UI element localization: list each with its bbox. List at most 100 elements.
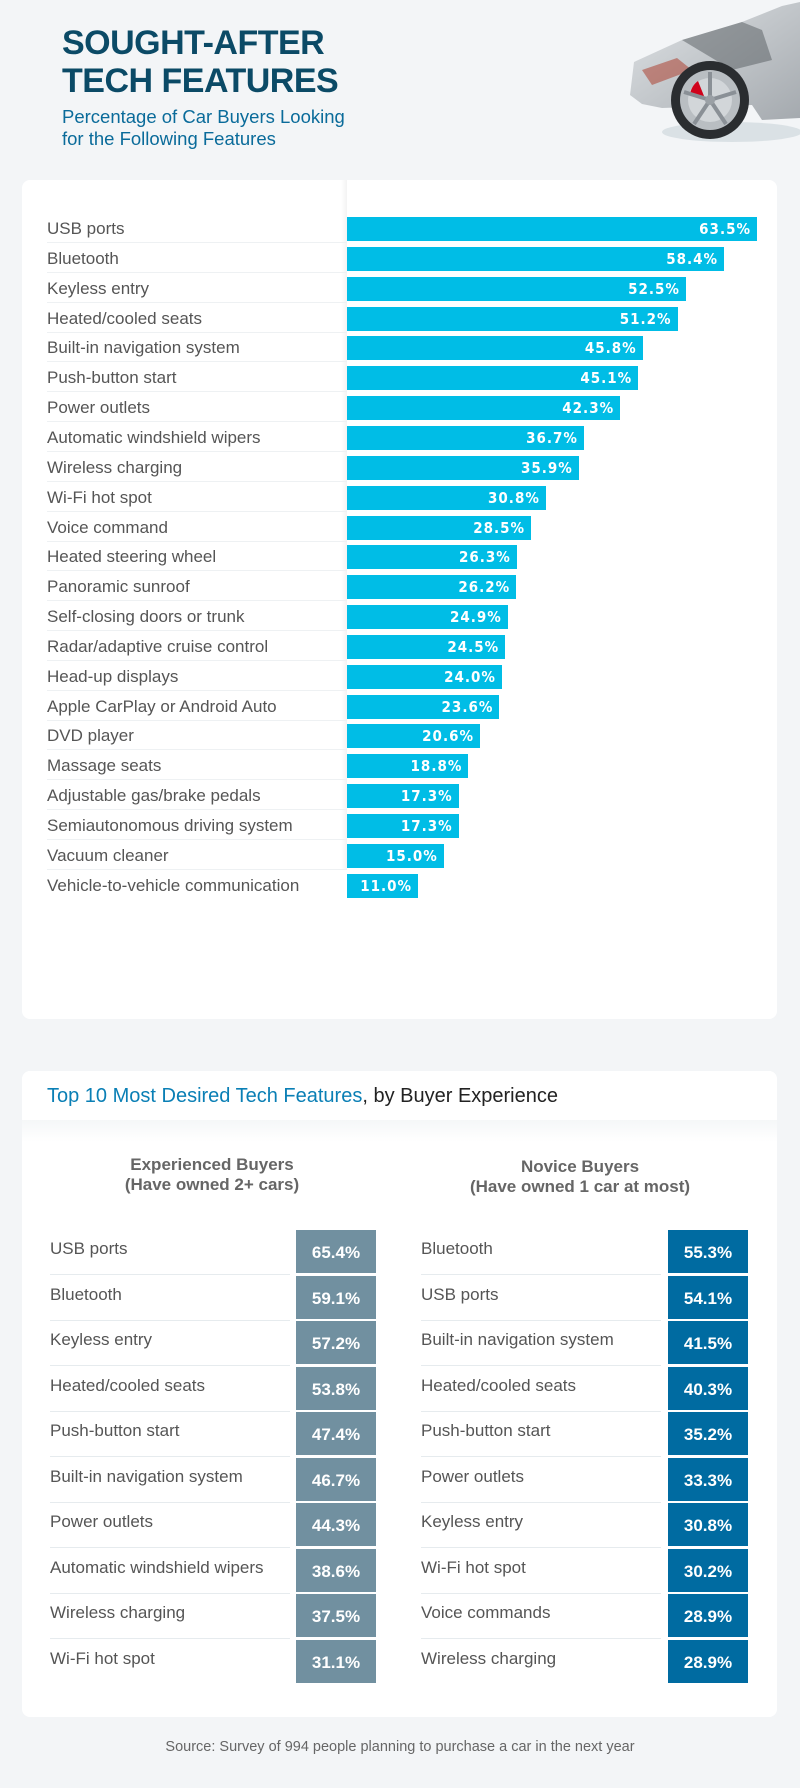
bar-value-label: 45.1% [580,369,633,388]
value-cell: 30.2% [668,1548,748,1592]
section-title-rest: , by Buyer Experience [362,1085,558,1107]
table-row: Power outlets 44.3% [50,1503,376,1548]
feature-label: Power outlets [421,1466,524,1486]
bar-row: Built-in navigation system 45.8% [22,332,777,366]
bar: 26.2% [347,575,517,600]
row-divider [47,301,347,303]
bar: 20.6% [347,724,480,749]
row-divider [47,391,347,393]
row-divider [47,331,347,333]
title-line-2: TECH FEATURES [62,62,339,100]
bar-value-label: 20.6% [422,727,474,746]
bar: 30.8% [347,485,546,510]
bar: 17.3% [347,784,459,809]
section-header: Top 10 Most Desired Tech Features, by Bu… [22,1071,777,1120]
bar-value-label: 24.0% [444,667,496,686]
row-divider [47,600,347,602]
bar-row: Automatic windshield wipers 36.7% [22,422,777,456]
bar-row: Heated steering wheel 26.3% [22,541,777,575]
feature-label: USB ports [50,1239,128,1258]
value-cell: 53.8% [296,1366,376,1410]
value-cell: 31.1% [296,1639,376,1683]
bar: 45.8% [347,336,643,361]
row-divider [47,659,347,661]
table-row: Keyless entry 57.2% [50,1321,376,1366]
row-divider [47,540,347,542]
value-cell: 65.4% [296,1230,376,1273]
value-cell: 57.2% [296,1321,376,1364]
section-title: Top 10 Most Desired Tech Features, by Bu… [47,1085,558,1108]
row-divider [50,1365,290,1366]
row-divider [421,1456,661,1457]
value-cell: 46.7% [296,1457,376,1501]
feature-label: Voice commands [421,1603,551,1622]
bar-label: Wi-Fi hot spot [47,487,152,507]
bar-row: Voice command 28.5% [22,512,777,546]
bar-label: Self-closing doors or trunk [47,607,245,627]
row-divider [421,1501,661,1503]
value-cell: 38.6% [296,1548,376,1592]
value-cell: 37.5% [296,1594,376,1637]
value-cell: 41.5% [668,1321,748,1364]
row-divider [47,510,347,512]
experienced-buyers-title: Experienced Buyers [130,1155,294,1174]
row-divider [47,689,347,691]
source-note: Source: Survey of 994 people planning to… [165,1739,635,1755]
bar-value-label: 35.9% [520,458,573,477]
novice-buyers-title: Novice Buyers [520,1157,640,1176]
row-divider [47,421,347,423]
novice-buyers-note: (Have owned 1 car at most) [469,1177,691,1196]
row-divider [47,809,347,811]
table-row: Wireless charging 28.9% [421,1639,748,1683]
bar: 51.2% [347,306,678,331]
bar-label: Head-up displays [47,666,179,686]
table-row: Built-in navigation system 46.7% [50,1457,376,1503]
bar-label: Keyless entry [47,278,150,298]
row-divider [47,361,347,363]
bar-value-label: 45.8% [584,339,637,358]
value-cell: 28.9% [668,1594,748,1637]
row-divider [421,1365,661,1366]
value-cell: 35.2% [668,1412,748,1455]
table-row: Wi-Fi hot spot 30.2% [421,1548,748,1594]
feature-label: USB ports [421,1284,499,1304]
bar-value-label: 51.2% [619,309,672,328]
row-divider [50,1319,290,1321]
bar-row: Vehicle-to-vehicle communication 11.0% [22,870,777,904]
row-divider [421,1274,661,1275]
bar-label: Radar/adaptive cruise control [47,636,269,656]
row-divider [421,1592,661,1594]
bar-value-label: 23.6% [441,697,494,716]
bar-row: Power outlets 42.3% [22,392,777,426]
bar-value-label: 42.3% [562,399,615,418]
bar-label: Massage seats [47,756,162,776]
bar: 42.3% [347,396,621,421]
feature-label: Bluetooth [50,1284,122,1304]
experienced-buyers-note: (Have owned 2+ cars) [124,1175,300,1194]
bar: 18.8% [347,754,469,779]
value-cell: 59.1% [296,1275,376,1319]
bar: 15.0% [347,843,444,868]
page-subtitle: Percentage of Car Buyers Looking for the… [62,106,345,150]
bar: 23.6% [347,694,500,719]
feature-label: Built-in navigation system [50,1466,243,1486]
bar: 35.9% [347,455,579,480]
table-row: Heated/cooled seats 40.3% [421,1366,748,1412]
value-cell: 30.8% [668,1503,748,1546]
bar-label: DVD player [47,726,134,746]
row-divider [50,1638,290,1639]
row-divider [47,480,347,482]
bar-label: Wireless charging [47,457,183,477]
bar-label: Vacuum cleaner [47,845,169,865]
bar: 45.1% [347,366,639,391]
value-cell: 33.3% [668,1457,748,1501]
bar-label: Semiautonomous driving system [47,816,293,835]
row-divider [47,242,347,243]
feature-label: Wireless charging [50,1603,186,1622]
feature-label: Keyless entry [421,1512,524,1531]
bar: 24.9% [347,605,508,630]
feature-label: Power outlets [50,1512,153,1531]
bar: 24.5% [347,634,506,659]
feature-label: Wi-Fi hot spot [50,1648,155,1668]
row-divider [50,1547,290,1548]
